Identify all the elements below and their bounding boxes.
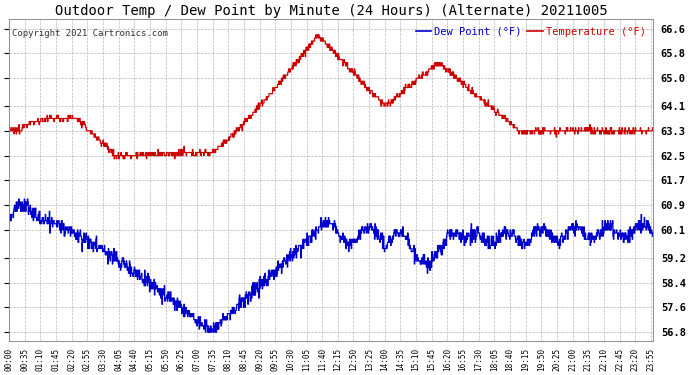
Legend: Dew Point (°F), Temperature (°F): Dew Point (°F), Temperature (°F) [413,24,648,39]
Title: Outdoor Temp / Dew Point by Minute (24 Hours) (Alternate) 20211005: Outdoor Temp / Dew Point by Minute (24 H… [55,4,607,18]
Text: Copyright 2021 Cartronics.com: Copyright 2021 Cartronics.com [12,29,168,38]
